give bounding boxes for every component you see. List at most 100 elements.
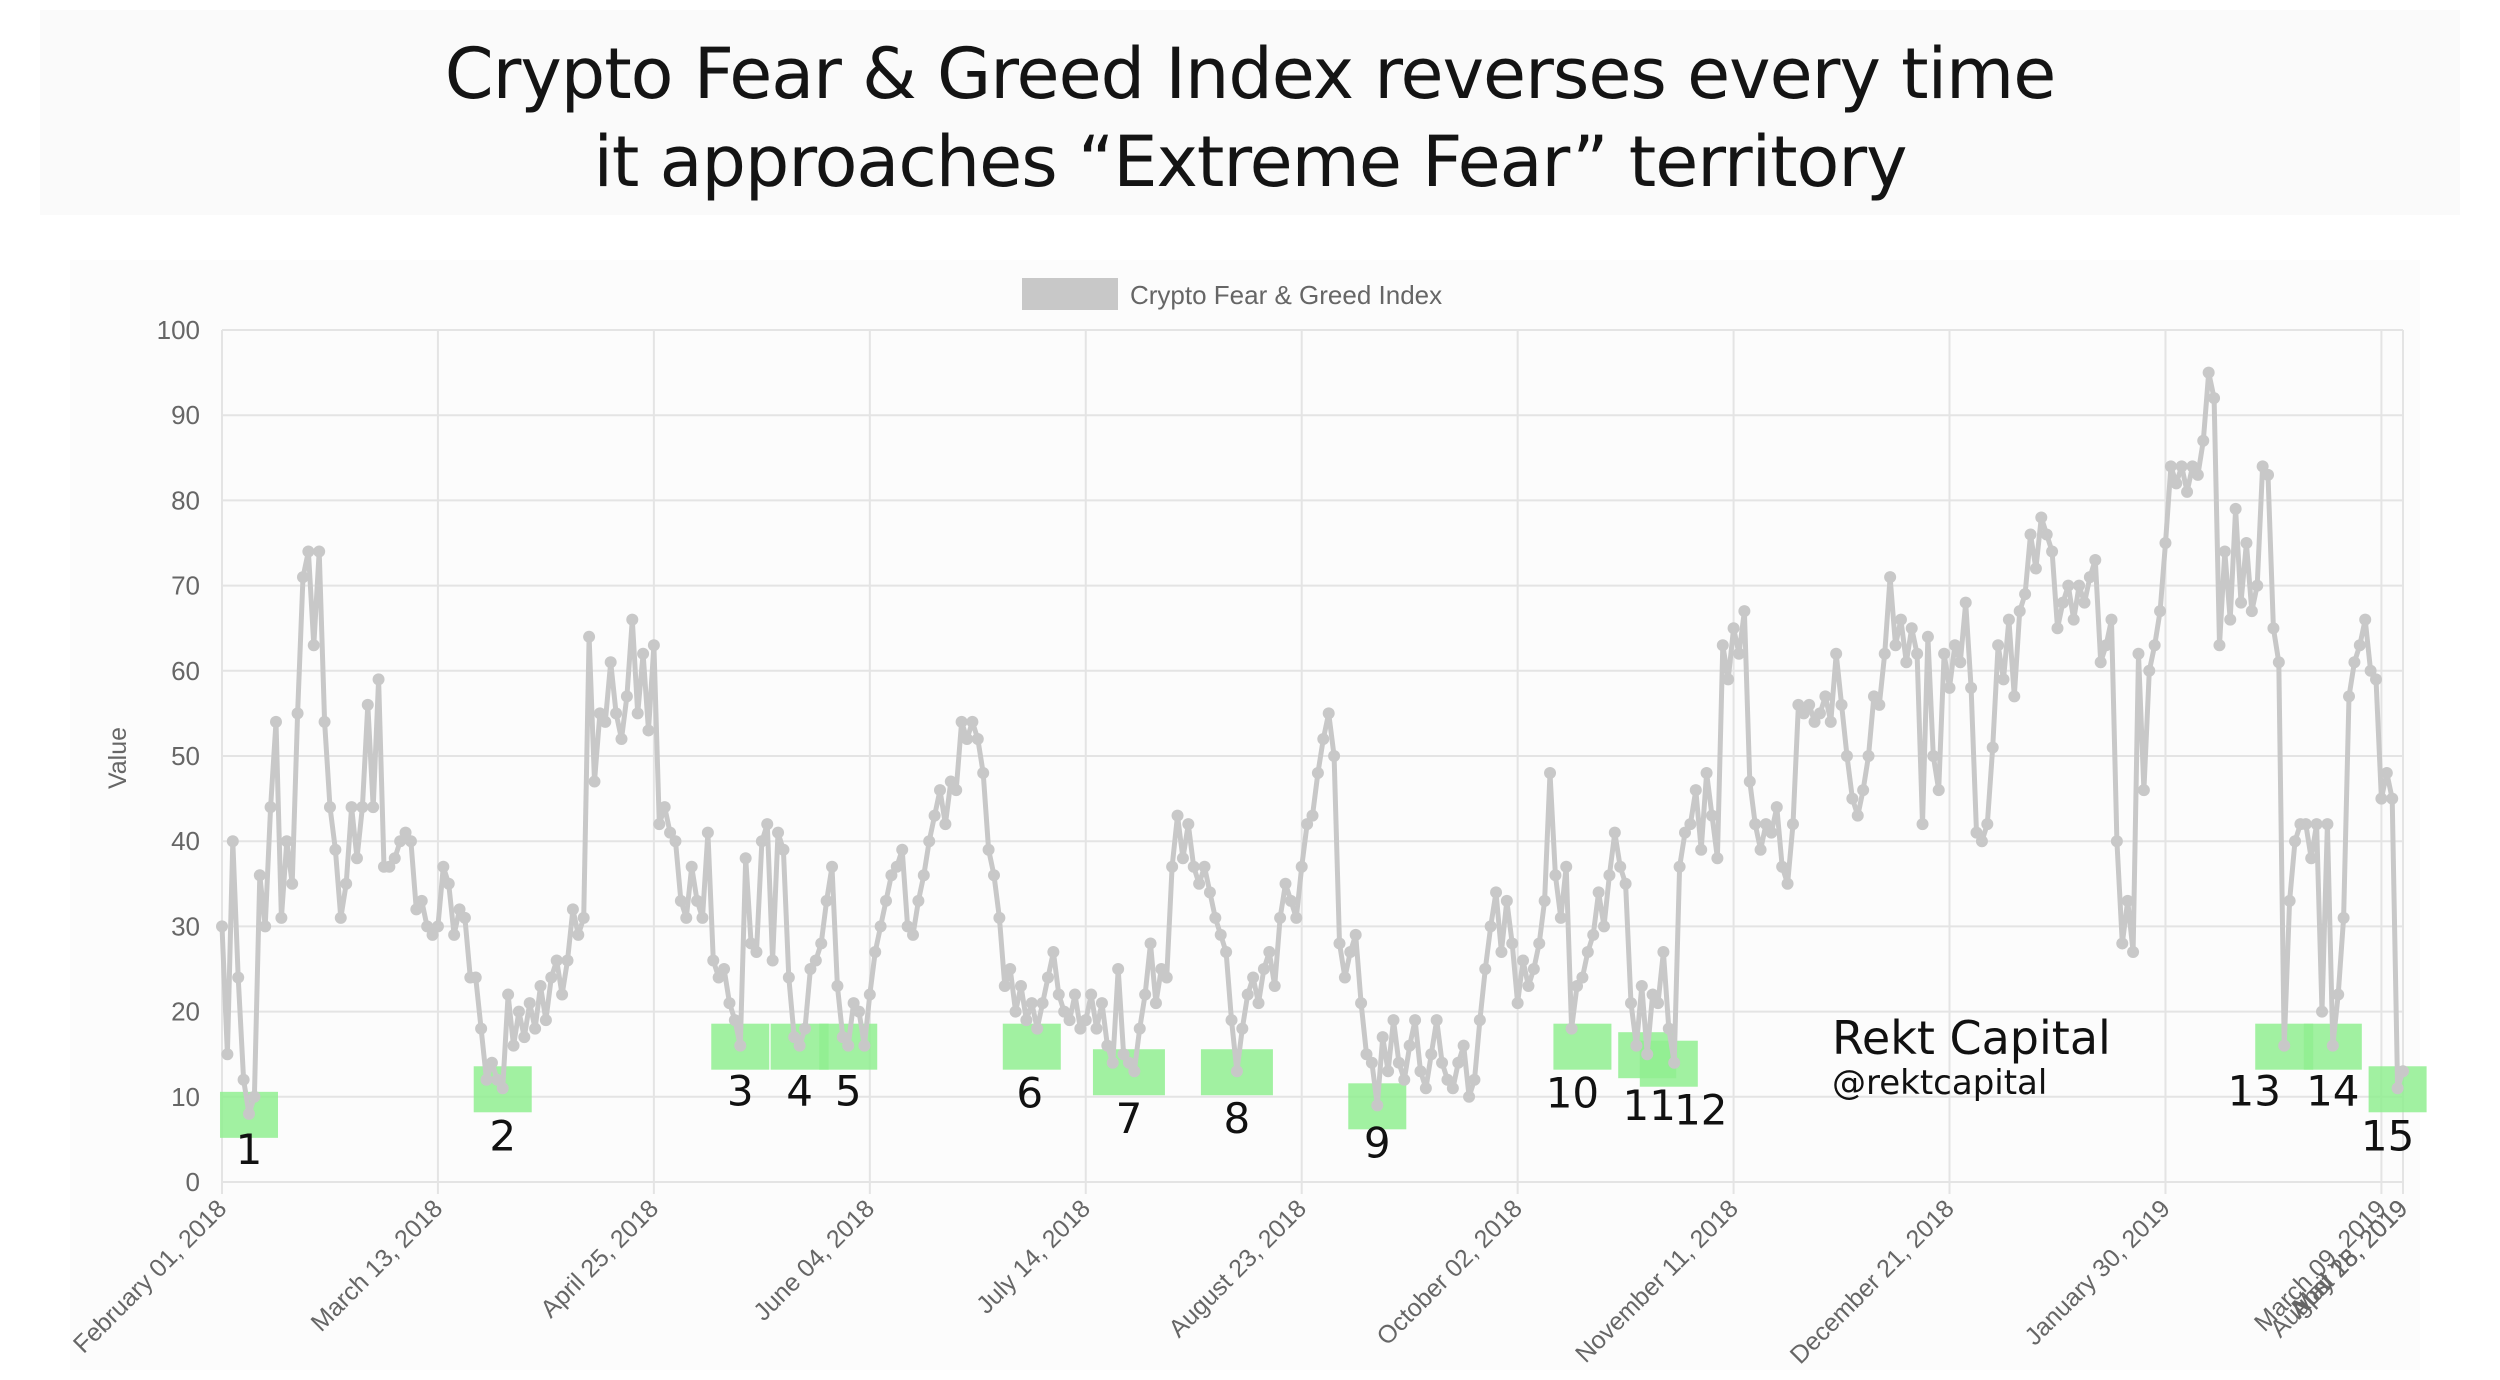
data-point bbox=[982, 843, 995, 856]
data-point bbox=[1608, 826, 1621, 839]
data-point bbox=[307, 639, 320, 652]
data-point bbox=[1592, 886, 1605, 899]
data-point bbox=[1392, 1056, 1405, 1069]
data-point bbox=[1301, 818, 1314, 831]
data-point bbox=[1711, 852, 1724, 865]
data-point bbox=[1889, 639, 1902, 652]
x-tick-label: October 02, 2018 bbox=[1371, 1194, 1527, 1350]
page-title: Crypto Fear & Greed Index reverses every… bbox=[0, 30, 2500, 206]
data-point bbox=[2013, 605, 2026, 618]
data-point bbox=[1430, 1014, 1443, 1027]
data-point bbox=[669, 835, 682, 848]
data-point bbox=[2348, 656, 2361, 669]
data-point bbox=[1452, 1056, 1465, 1069]
series bbox=[216, 366, 2409, 1120]
data-point bbox=[1322, 707, 1335, 720]
data-point bbox=[1484, 920, 1497, 933]
data-point bbox=[599, 715, 612, 728]
data-point bbox=[2391, 1082, 2404, 1095]
data-point bbox=[313, 545, 326, 558]
data-point bbox=[2224, 613, 2237, 626]
data-point bbox=[2218, 545, 2231, 558]
highlight-label: 2 bbox=[489, 1111, 516, 1160]
data-point bbox=[1290, 911, 1303, 924]
data-point bbox=[799, 1022, 812, 1035]
data-point bbox=[2110, 835, 2123, 848]
data-point bbox=[545, 971, 558, 984]
data-point bbox=[620, 690, 633, 703]
data-point bbox=[987, 869, 1000, 882]
data-point bbox=[734, 1039, 747, 1052]
data-point bbox=[1954, 656, 1967, 669]
data-point bbox=[2083, 571, 2096, 584]
data-point bbox=[1857, 784, 1870, 797]
x-tick-label: December 21, 2018 bbox=[1785, 1194, 1960, 1369]
data-point bbox=[1112, 963, 1125, 975]
data-point bbox=[890, 860, 903, 873]
data-point bbox=[1905, 622, 1918, 635]
data-point bbox=[1160, 971, 1173, 984]
data-point bbox=[296, 571, 309, 584]
data-point bbox=[1641, 1048, 1654, 1061]
data-point bbox=[2067, 613, 2080, 626]
data-point bbox=[286, 877, 299, 890]
data-point bbox=[2143, 664, 2156, 677]
x-tick-label: January 30, 2019 bbox=[2019, 1194, 2175, 1350]
data-point bbox=[1792, 698, 1805, 711]
data-point bbox=[1317, 732, 1330, 745]
data-point bbox=[1873, 698, 1886, 711]
data-point bbox=[1571, 980, 1584, 993]
data-point bbox=[2181, 485, 2194, 498]
data-point bbox=[507, 1039, 520, 1052]
legend: Crypto Fear & Greed Index bbox=[1022, 278, 1442, 310]
data-point bbox=[1511, 997, 1524, 1010]
data-point bbox=[772, 826, 785, 839]
data-point bbox=[388, 852, 401, 865]
data-point bbox=[1279, 877, 1292, 890]
data-point bbox=[718, 963, 731, 975]
data-point bbox=[437, 860, 450, 873]
data-point bbox=[1759, 818, 1772, 831]
data-point bbox=[334, 911, 347, 924]
data-point bbox=[1360, 1048, 1373, 1061]
data-point bbox=[1182, 818, 1195, 831]
data-point bbox=[1538, 894, 1551, 907]
data-point bbox=[410, 903, 423, 916]
data-point bbox=[1371, 1099, 1384, 1112]
data-point bbox=[2164, 460, 2177, 473]
y-tick-label: 90 bbox=[171, 400, 200, 430]
data-point bbox=[1916, 818, 1929, 831]
data-point bbox=[1284, 894, 1297, 907]
highlight-label: 7 bbox=[1116, 1094, 1143, 1143]
data-point bbox=[1133, 1022, 1146, 1035]
highlight-label: 6 bbox=[1016, 1069, 1043, 1118]
y-tick-label: 20 bbox=[171, 997, 200, 1027]
data-point bbox=[1598, 920, 1611, 933]
data-point bbox=[2073, 579, 2086, 592]
data-point bbox=[885, 869, 898, 882]
data-point bbox=[1236, 1022, 1249, 1035]
data-point bbox=[1549, 869, 1562, 882]
data-point bbox=[842, 1039, 855, 1052]
data-point bbox=[1328, 750, 1341, 762]
data-point bbox=[2326, 1039, 2339, 1052]
chart-container bbox=[70, 260, 2420, 1370]
data-point bbox=[1517, 954, 1530, 967]
data-point bbox=[1068, 988, 1081, 1001]
data-point bbox=[1387, 1014, 1400, 1027]
data-point bbox=[1819, 690, 1832, 703]
highlight-label: 13 bbox=[2228, 1067, 2281, 1116]
data-point bbox=[2343, 690, 2356, 703]
data-point bbox=[2089, 554, 2102, 567]
data-point bbox=[356, 801, 369, 814]
data-point bbox=[2235, 596, 2248, 609]
data-point bbox=[1614, 860, 1627, 873]
data-point bbox=[237, 1073, 250, 1086]
data-point bbox=[955, 715, 968, 728]
data-point bbox=[1230, 1065, 1243, 1078]
data-point bbox=[2251, 579, 2264, 592]
data-point bbox=[1997, 673, 2010, 686]
data-point bbox=[2127, 945, 2140, 958]
data-point bbox=[2353, 639, 2366, 652]
